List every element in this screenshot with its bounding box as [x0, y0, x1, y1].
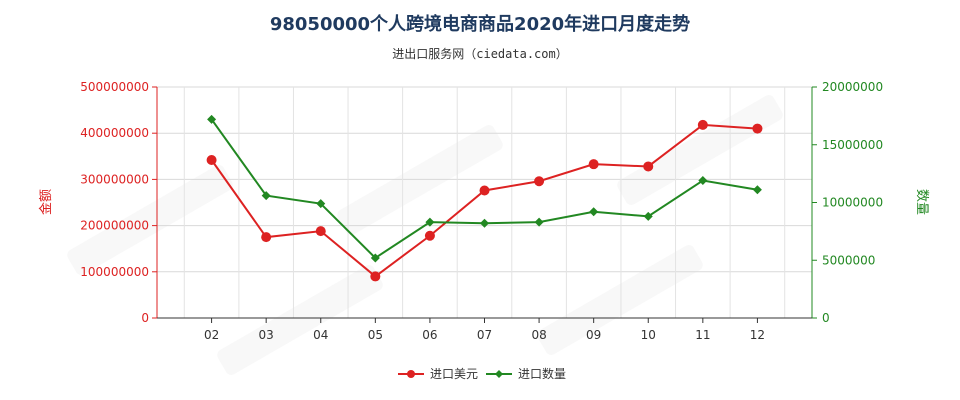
data-point-quantity[interactable] [752, 185, 762, 195]
x-tick-label: 03 [259, 328, 274, 342]
data-point-usd[interactable] [697, 119, 708, 130]
chart-title: 98050000个人跨境电商商品2020年进口月度走势 [270, 13, 690, 35]
y-right-tick-label: 5000000 [822, 253, 875, 267]
watermark-mark [337, 125, 503, 235]
data-point-quantity[interactable] [589, 207, 599, 217]
legend-marker [495, 370, 503, 378]
y-left-tick-label: 500000000 [80, 80, 149, 94]
data-point-quantity[interactable] [643, 211, 653, 221]
data-point-quantity[interactable] [480, 218, 489, 228]
data-point-usd[interactable] [370, 271, 381, 282]
watermark-mark [617, 95, 783, 205]
data-point-quantity[interactable] [698, 176, 708, 186]
watermark-layer [67, 95, 783, 375]
data-point-usd[interactable] [643, 161, 654, 172]
axes: 0100000000200000000300000000400000000500… [80, 80, 883, 342]
data-point-usd[interactable] [588, 159, 599, 170]
legend-item-2[interactable]: 进口数量 [486, 366, 566, 381]
data-point-usd[interactable] [424, 230, 435, 241]
series-layer [206, 114, 763, 282]
x-tick-label: 06 [422, 328, 437, 342]
data-point-usd[interactable] [534, 176, 545, 187]
chart-subtitle: 进出口服务网（ciedata.com） [392, 46, 567, 61]
x-tick-label: 08 [531, 328, 546, 342]
legend-label: 进口数量 [518, 366, 566, 381]
data-point-quantity[interactable] [261, 191, 271, 201]
x-tick-label: 05 [368, 328, 383, 342]
data-point-usd[interactable] [315, 226, 326, 237]
data-point-quantity[interactable] [207, 114, 217, 124]
data-point-usd[interactable] [479, 185, 490, 196]
watermark-mark [67, 165, 233, 275]
y-right-axis-label: 数量 [914, 189, 929, 215]
x-tick-label: 10 [641, 328, 656, 342]
data-point-quantity[interactable] [370, 253, 380, 263]
x-tick-label: 02 [204, 328, 219, 342]
x-tick-label: 09 [586, 328, 601, 342]
data-point-quantity[interactable] [316, 199, 326, 209]
y-left-tick-label: 200000000 [80, 219, 149, 233]
y-left-tick-label: 0 [141, 311, 149, 325]
y-right-tick-label: 20000000 [822, 80, 883, 94]
watermark-mark [217, 265, 383, 375]
grid-lines [157, 86, 812, 319]
data-point-quantity[interactable] [425, 217, 435, 227]
x-tick-label: 04 [313, 328, 328, 342]
y-left-axis-label: 金额 [38, 189, 54, 215]
x-tick-label: 07 [477, 328, 492, 342]
y-right-tick-label: 15000000 [822, 138, 883, 152]
y-right-tick-label: 0 [822, 311, 830, 325]
watermark-mark [537, 245, 703, 355]
x-tick-label: 12 [750, 328, 765, 342]
y-left-tick-label: 400000000 [80, 126, 149, 140]
legend: 进口美元 进口数量 [398, 366, 566, 381]
legend-marker [407, 370, 415, 378]
data-point-usd[interactable] [752, 123, 763, 134]
y-left-tick-label: 300000000 [80, 172, 149, 186]
y-right-tick-label: 10000000 [822, 196, 883, 210]
x-tick-label: 11 [695, 328, 710, 342]
y-left-tick-label: 100000000 [80, 265, 149, 279]
data-point-usd[interactable] [206, 154, 217, 165]
data-point-usd[interactable] [261, 232, 272, 243]
legend-item-1[interactable]: 进口美元 [398, 367, 478, 381]
legend-label: 进口美元 [430, 367, 478, 381]
data-point-quantity[interactable] [534, 217, 544, 227]
